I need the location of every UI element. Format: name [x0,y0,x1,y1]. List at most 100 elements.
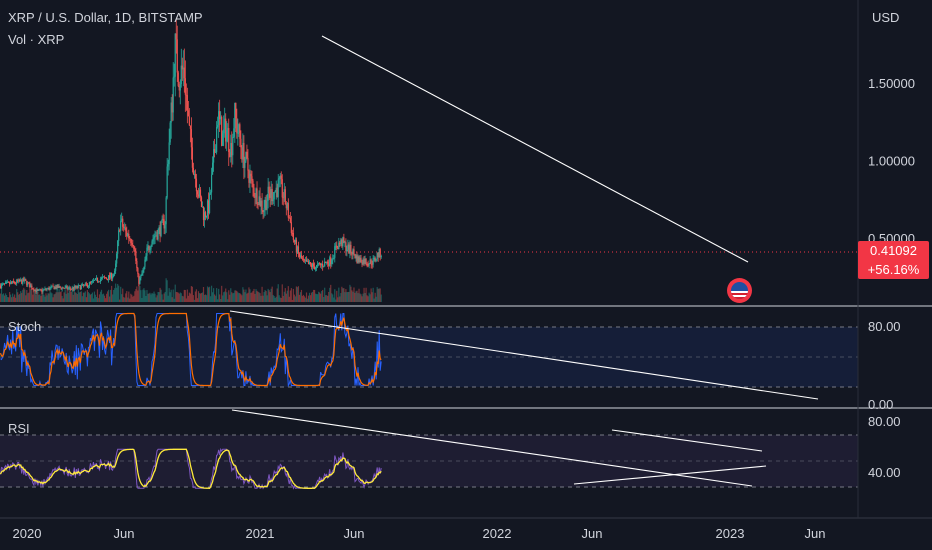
candle [1,283,4,285]
volume-bar [171,297,173,302]
candle [68,287,70,289]
candle [376,252,378,260]
volume-label[interactable]: Vol · XRP [8,32,65,47]
volume-bar [0,293,2,302]
volume-bar [329,287,331,302]
volume-bar [139,286,141,302]
volume-bar [75,292,77,302]
volume-bar [336,290,338,302]
volume-bar [197,291,200,302]
volume-bar [302,294,305,302]
candle [73,286,75,290]
candle [343,237,345,243]
volume-bar [119,299,121,302]
candle [201,206,204,208]
volume-bar [273,296,275,302]
volume-bar [256,290,258,302]
volume-bar [71,289,73,302]
candle [142,270,144,274]
symbol-title[interactable]: XRP / U.S. Dollar, 1D, BITSTAMP [8,10,203,25]
volume-bar [220,299,222,302]
candle [242,142,244,160]
candle [316,265,318,268]
volume-bar [218,288,220,302]
stoch-axis-tick: 0.00 [868,397,893,412]
candle [264,199,266,208]
volume-bar [44,296,46,302]
candle [188,116,190,126]
candle [0,284,3,289]
volume-bar [300,289,303,302]
volume-bar [223,292,225,302]
volume-bar [149,292,151,302]
stoch-label[interactable]: Stoch [8,319,42,334]
volume-bar [177,292,179,302]
volume-bar [260,295,262,302]
volume-bar [155,297,157,302]
volume-bar [229,294,231,302]
rsi-axis-tick: 40.00 [868,465,901,480]
candle [182,67,184,70]
candle [319,263,321,264]
candle [88,282,90,286]
candle [90,281,93,283]
candle [155,235,157,237]
volume-bar [239,293,241,302]
candle [273,192,275,200]
candle [163,219,165,229]
volume-bar [194,291,197,302]
candle [179,84,181,91]
volume-bar [104,298,107,302]
candle [69,287,71,289]
price-axis-tick: 1.00000 [868,154,915,169]
volume-bar [147,293,149,302]
volume-bar [308,292,311,302]
candle [331,260,333,265]
candle [217,125,219,127]
candle [312,263,315,267]
volume-bar [335,299,337,302]
candle [377,252,379,258]
candle [165,197,167,225]
volume-bar [272,294,274,302]
volume-bar [200,293,203,302]
rsi-label[interactable]: RSI [8,421,30,436]
candle [136,261,138,269]
candle [55,286,57,289]
volume-bar [246,293,248,302]
candle [157,229,159,240]
candle [321,263,323,266]
volume-bar [93,291,96,302]
volume-bar [288,296,290,302]
volume-bar [339,296,341,302]
volume-bar [233,292,235,302]
volume-bar [168,288,170,302]
time-axis-tick: 2020 [13,526,42,541]
volume-bar [40,295,42,302]
candle [296,246,299,253]
volume-bar [162,299,164,302]
volume-bar [62,298,64,302]
us-flag-icon[interactable] [727,278,752,303]
candle [277,179,279,198]
candle [105,278,108,280]
volume-bar [244,292,246,302]
candle [298,253,301,257]
candle [280,175,282,180]
candle [12,280,14,284]
candle [355,255,357,259]
volume-bar [248,287,250,302]
candle [197,194,200,197]
candle [313,266,316,270]
candle [78,285,80,287]
volume-bar [106,291,109,302]
time-axis-tick: Jun [582,526,603,541]
volume-bar [52,297,54,302]
volume-bar [132,296,134,302]
candle [256,188,258,205]
volume-bar [342,288,344,302]
volume-bar [195,289,198,302]
candle [292,233,294,240]
candle [107,275,110,281]
